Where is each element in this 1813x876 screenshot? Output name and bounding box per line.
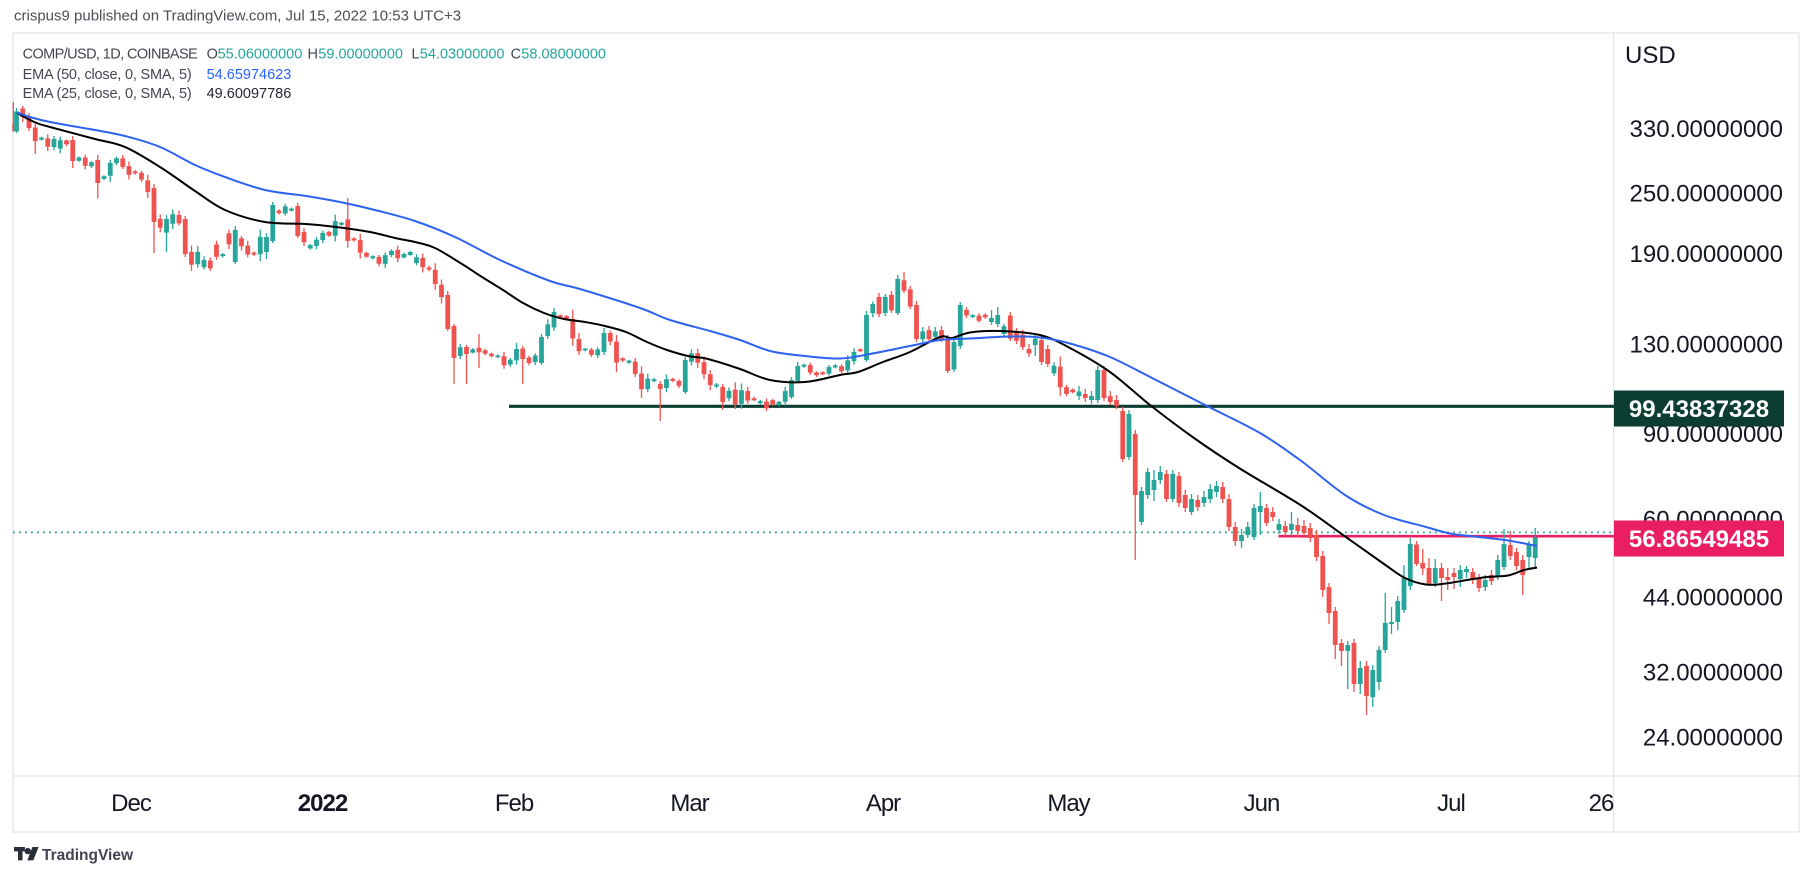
svg-text:55.06000000: 55.06000000: [218, 47, 303, 63]
svg-text:Mar: Mar: [670, 790, 709, 817]
svg-text:O: O: [207, 47, 218, 63]
svg-text:330.00000000: 330.00000000: [1630, 116, 1784, 143]
svg-text:2022: 2022: [298, 790, 348, 817]
svg-text:59.00000000: 59.00000000: [318, 47, 403, 63]
svg-text:C: C: [511, 47, 521, 63]
svg-text:EMA (50, close, 0, SMA, 5): EMA (50, close, 0, SMA, 5): [23, 67, 192, 83]
svg-text:Apr: Apr: [866, 790, 901, 817]
svg-text:26: 26: [1589, 790, 1614, 817]
svg-text:Jul: Jul: [1437, 790, 1465, 817]
svg-text:24.00000000: 24.00000000: [1643, 724, 1783, 751]
svg-text:May: May: [1047, 790, 1090, 817]
svg-text:54.03000000: 54.03000000: [420, 47, 505, 63]
svg-text:Feb: Feb: [495, 790, 534, 817]
svg-text:32.00000000: 32.00000000: [1643, 659, 1783, 686]
svg-text:EMA (25, close, 0, SMA, 5): EMA (25, close, 0, SMA, 5): [23, 86, 192, 102]
svg-text:crispus9 published on TradingV: crispus9 published on TradingView.com, J…: [14, 8, 461, 25]
svg-text:56.86549485: 56.86549485: [1629, 526, 1769, 553]
svg-text:49.60097786: 49.60097786: [207, 86, 292, 102]
svg-text:H: H: [308, 47, 318, 63]
svg-text:Jun: Jun: [1244, 790, 1280, 817]
svg-text:99.43837328: 99.43837328: [1629, 396, 1769, 423]
svg-text:COMP/USD, 1D, COINBASE: COMP/USD, 1D, COINBASE: [23, 47, 198, 63]
svg-text:L: L: [412, 47, 420, 63]
svg-text:TradingView: TradingView: [42, 847, 134, 864]
svg-text:190.00000000: 190.00000000: [1630, 241, 1784, 268]
svg-text:USD: USD: [1625, 42, 1676, 69]
svg-text:130.00000000: 130.00000000: [1630, 332, 1784, 359]
svg-text:58.08000000: 58.08000000: [521, 47, 606, 63]
svg-text:Dec: Dec: [111, 790, 152, 817]
svg-text:44.00000000: 44.00000000: [1643, 585, 1783, 612]
svg-text:250.00000000: 250.00000000: [1630, 180, 1784, 207]
svg-text:54.65974623: 54.65974623: [207, 67, 292, 83]
